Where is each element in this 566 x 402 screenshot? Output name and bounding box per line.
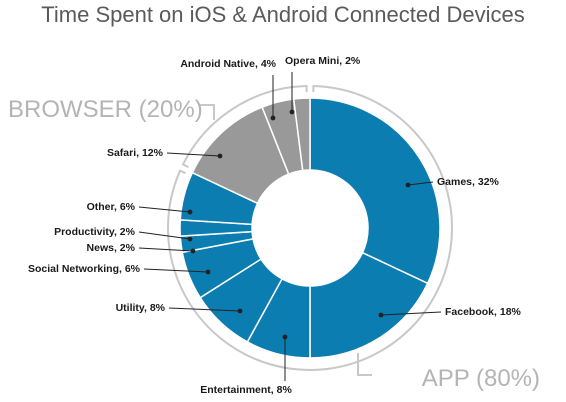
group-arc-browser: [182, 85, 307, 165]
slice-label-android-native: Android Native, 4%: [180, 58, 276, 70]
leader-line-social-networking: [143, 268, 209, 273]
slice-label-other: Other, 6%: [87, 201, 136, 213]
slice-games: [309, 97, 441, 285]
slice-label-opera-mini: Opera Mini, 2%: [285, 55, 361, 67]
group-arc-tick-app-1: [178, 169, 186, 175]
slice-label-social-networking: Social Networking, 6%: [28, 263, 141, 275]
group-labels: APP (80%) BROWSER (20%): [8, 96, 540, 392]
slice-labels: Games, 32% Facebook, 18% Entertainment, 8%…: [28, 55, 522, 396]
group-label-app: APP (80%): [422, 365, 540, 392]
slice-label-productivity: Productivity, 2%: [54, 226, 136, 238]
slice-facebook: [309, 251, 429, 359]
group-arc-tick-browser-0: [181, 163, 189, 168]
slice-label-facebook: Facebook, 18%: [445, 306, 522, 318]
group-label-browser: BROWSER (20%): [8, 96, 203, 123]
slice-label-news: News, 2%: [87, 242, 136, 254]
group-ring: [167, 85, 453, 371]
slice-opera-mini: [292, 97, 311, 172]
leader-line-facebook: [380, 311, 442, 316]
leader-lines: [138, 72, 442, 381]
slice-label-games: Games, 32%: [437, 176, 500, 188]
slice-label-safari: Safari, 12%: [107, 147, 164, 159]
leader-line-productivity: [138, 231, 191, 240]
slice-label-entertainment: Entertainment, 8%: [200, 384, 292, 396]
slice-label-utility: Utility, 8%: [116, 302, 166, 314]
donut-slices: [179, 97, 441, 359]
leader-line-safari: [166, 152, 221, 157]
leader-line-news: [138, 247, 194, 252]
group-arc-app: [167, 85, 453, 371]
chart-title: Time Spent on iOS & Android Connected De…: [41, 2, 524, 27]
group-connector-app: [357, 353, 372, 376]
group-connector-browser: [200, 104, 215, 120]
leader-line-utility: [168, 307, 241, 312]
leader-line-other: [138, 206, 191, 213]
leader-line-games: [407, 181, 434, 186]
